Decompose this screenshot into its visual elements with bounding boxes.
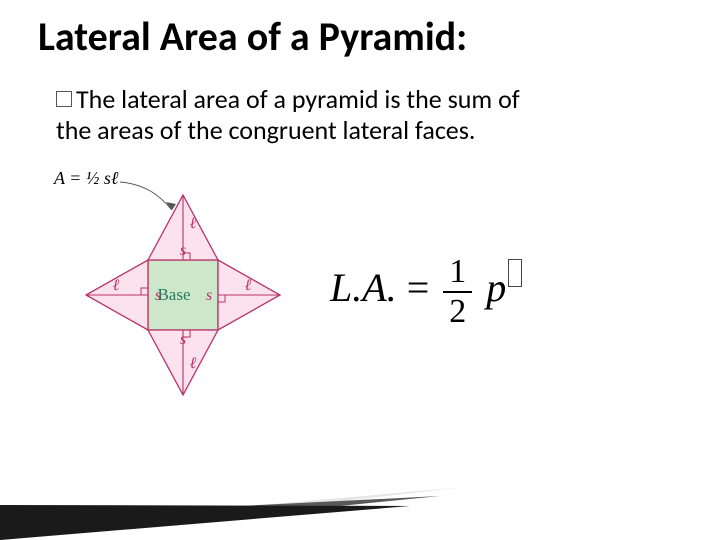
body-paragraph: The lateral area of a pyramid is the sum… <box>56 84 616 146</box>
bullet-box-icon <box>56 91 72 107</box>
formula-p: p <box>486 265 506 310</box>
lateral-area-formula: L.A. = 1 2 p <box>330 255 522 329</box>
body-line1-prefix: The <box>76 83 115 115</box>
s-label-right: s <box>206 287 212 304</box>
slide-title: Lateral Area of a Pyramid: <box>38 12 467 61</box>
formula-lhs: L.A. <box>330 265 397 310</box>
body-line2: the areas of the congruent lateral faces… <box>56 114 475 146</box>
s-label-left: s <box>155 287 161 304</box>
l-label-left: ℓ <box>113 277 120 294</box>
l-label-top: ℓ <box>190 215 197 232</box>
formula-eq: = <box>407 265 430 310</box>
l-label-right: ℓ <box>245 277 252 294</box>
slide-decoration <box>0 420 720 540</box>
formula-den: 2 <box>443 293 472 329</box>
s-label-top: s <box>180 242 186 259</box>
triangle-area-formula: A = ½ sℓ <box>53 170 119 188</box>
pyramid-net-diagram: Base s s s s ℓ ℓ ℓ ℓ A = ½ sℓ <box>48 170 298 410</box>
decor-stripe-3 <box>0 505 410 540</box>
base-label: Base <box>157 285 190 304</box>
body-line1-rest: lateral area of a pyramid is the sum of <box>115 83 519 115</box>
formula-missing-box-icon <box>508 259 522 287</box>
formula-leader <box>120 182 172 210</box>
formula-num: 1 <box>443 255 472 293</box>
s-label-bottom: s <box>180 331 186 348</box>
formula-fraction: 1 2 <box>443 255 472 329</box>
l-label-bottom: ℓ <box>190 355 197 372</box>
